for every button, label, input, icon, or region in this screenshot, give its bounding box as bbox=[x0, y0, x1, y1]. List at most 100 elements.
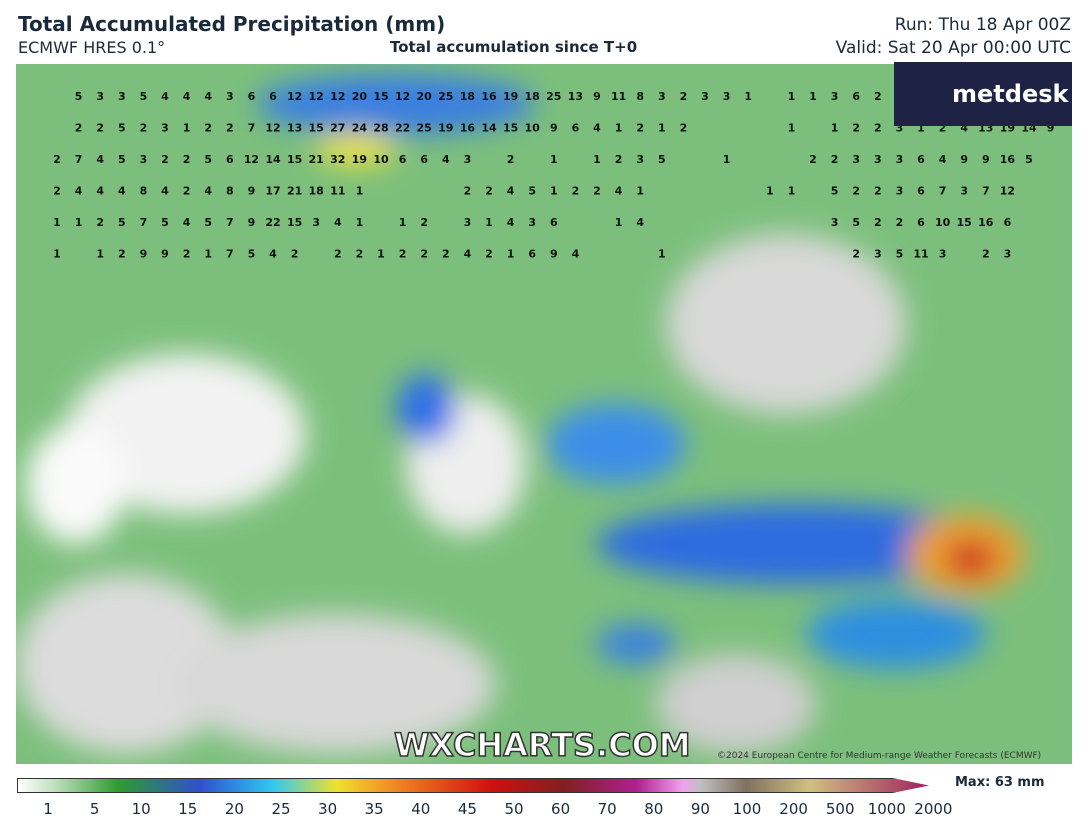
grid-value: 9 bbox=[1047, 122, 1055, 135]
grid-value: 20 bbox=[352, 90, 368, 103]
grid-value: 2 bbox=[507, 153, 515, 166]
grid-value: 2 bbox=[485, 185, 493, 198]
grid-value: 9 bbox=[960, 153, 968, 166]
grid-value: 1 bbox=[204, 248, 212, 261]
colorbar-tick: 15 bbox=[178, 800, 198, 818]
grid-value: 2 bbox=[399, 248, 407, 261]
grid-value: 4 bbox=[572, 248, 580, 261]
grid-value: 7 bbox=[140, 216, 148, 229]
grid-value: 1 bbox=[636, 185, 644, 198]
grid-value: 2 bbox=[680, 90, 688, 103]
grid-value: 10 bbox=[525, 122, 541, 135]
grid-value: 21 bbox=[309, 153, 324, 166]
copyright: ©2024 European Centre for Medium-range W… bbox=[717, 751, 1042, 761]
grid-value: 5 bbox=[204, 216, 212, 229]
grid-value: 12 bbox=[265, 122, 280, 135]
grid-value: 1 bbox=[809, 90, 817, 103]
grid-value: 16 bbox=[978, 216, 994, 229]
colorbar-tick: 25 bbox=[271, 800, 291, 818]
grid-value: 2 bbox=[420, 248, 428, 261]
grid-value: 2 bbox=[593, 185, 601, 198]
grid-value: 15 bbox=[957, 216, 972, 229]
grid-value: 2 bbox=[161, 153, 169, 166]
grid-value: 4 bbox=[96, 153, 104, 166]
grid-value: 2 bbox=[572, 185, 580, 198]
grid-value: 6 bbox=[572, 122, 580, 135]
grid-value: 1 bbox=[658, 248, 666, 261]
title: Total Accumulated Precipitation (mm) bbox=[18, 12, 446, 36]
colorbar-tick: 1 bbox=[43, 800, 53, 818]
grid-value: 4 bbox=[96, 185, 104, 198]
grid-value: 2 bbox=[852, 248, 860, 261]
grid-value: 3 bbox=[831, 90, 839, 103]
valid: Valid: Sat 20 Apr 00:00 UTC bbox=[835, 38, 1071, 58]
colorbar bbox=[17, 778, 929, 793]
grid-value: 1 bbox=[377, 248, 385, 261]
grid-value: 7 bbox=[226, 216, 234, 229]
grid-value: 5 bbox=[852, 216, 860, 229]
grid-value: 4 bbox=[334, 216, 342, 229]
grid-value: 2 bbox=[291, 248, 299, 261]
grid-value: 15 bbox=[309, 122, 324, 135]
grid-value: 1 bbox=[615, 122, 623, 135]
colorbar-tick: 35 bbox=[364, 800, 384, 818]
grid-value: 20 bbox=[417, 90, 433, 103]
grid-value: 4 bbox=[507, 216, 515, 229]
grid-value: 5 bbox=[658, 153, 666, 166]
grid-value: 1 bbox=[53, 216, 61, 229]
grid-value: 18 bbox=[460, 90, 475, 103]
grid-value: 7 bbox=[939, 185, 947, 198]
grid-value: 22 bbox=[265, 216, 280, 229]
grid-value: 2 bbox=[356, 248, 364, 261]
grid-value: 13 bbox=[287, 122, 302, 135]
grid-value: 4 bbox=[269, 248, 277, 261]
grid-value: 2 bbox=[464, 185, 472, 198]
grid-value: 2 bbox=[183, 153, 191, 166]
grid-value: 2 bbox=[53, 185, 61, 198]
grid-value: 15 bbox=[287, 153, 302, 166]
grid-value: 2 bbox=[939, 122, 947, 135]
grid-value: 7 bbox=[226, 248, 234, 261]
grid-value: 2 bbox=[118, 248, 126, 261]
grid-value: 6 bbox=[528, 248, 536, 261]
grid-value: 1 bbox=[788, 90, 796, 103]
grid-value: 5 bbox=[896, 248, 904, 261]
grid-values: 5 3 3 5 4 4 4 3 6 6 12 12 12 20 15 12 20 25 18 16 19 18 25 13 9 1… bbox=[53, 90, 1054, 261]
colorbar-tick: 500 bbox=[825, 800, 855, 818]
grid-value: 2 bbox=[831, 153, 839, 166]
grid-value: 2 bbox=[96, 122, 104, 135]
grid-value: 6 bbox=[420, 153, 428, 166]
grid-value: 24 bbox=[352, 122, 368, 135]
grid-value: 27 bbox=[330, 122, 345, 135]
grid-value: 2 bbox=[852, 122, 860, 135]
precip-field bbox=[16, 74, 1026, 754]
grid-value: 4 bbox=[636, 216, 644, 229]
grid-value: 21 bbox=[287, 185, 302, 198]
grid-value: 3 bbox=[312, 216, 320, 229]
grid-value: 4 bbox=[507, 185, 515, 198]
grid-value: 12 bbox=[309, 90, 324, 103]
colorbar-tick: 30 bbox=[318, 800, 338, 818]
grid-value: 2 bbox=[809, 153, 817, 166]
colorbar-tick: 20 bbox=[224, 800, 244, 818]
grid-value: 4 bbox=[204, 90, 212, 103]
grid-value: 2 bbox=[420, 216, 428, 229]
grid-value: 12 bbox=[1000, 185, 1015, 198]
grid-value: 15 bbox=[373, 90, 388, 103]
grid-value: 3 bbox=[464, 216, 472, 229]
grid-value: 1 bbox=[53, 248, 61, 261]
grid-value: 3 bbox=[96, 90, 104, 103]
grid-value: 5 bbox=[204, 153, 212, 166]
grid-value: 3 bbox=[874, 153, 882, 166]
grid-value: 3 bbox=[896, 153, 904, 166]
max: Max: 63 mm bbox=[955, 775, 1045, 790]
grid-value: 1 bbox=[550, 185, 558, 198]
grid-value: 2 bbox=[680, 122, 688, 135]
grid-value: 6 bbox=[852, 90, 860, 103]
grid-value: 2 bbox=[874, 90, 882, 103]
grid-value: 3 bbox=[636, 153, 644, 166]
grid-value: 1 bbox=[788, 122, 796, 135]
grid-value: 2 bbox=[442, 248, 450, 261]
grid-value: 11 bbox=[913, 248, 928, 261]
colorbar-tick: 90 bbox=[690, 800, 710, 818]
